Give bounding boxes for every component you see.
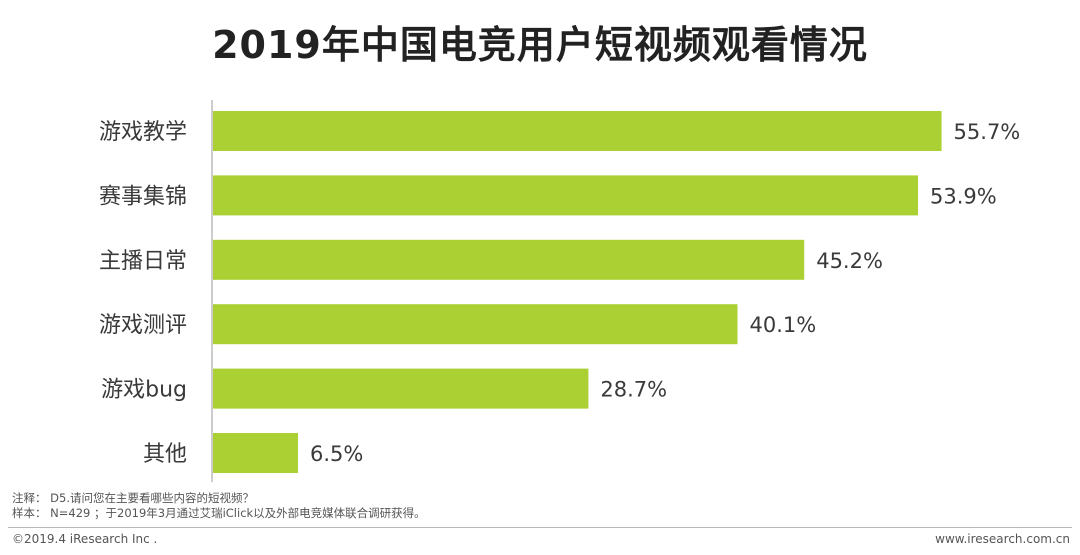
bar-4 — [213, 304, 738, 345]
bar-6 — [213, 433, 299, 473]
category-label-4: 游戏测评 — [99, 313, 187, 338]
bar-2 — [213, 175, 919, 216]
category-label-5: 游戏bug — [101, 378, 187, 403]
bars-group: 游戏教学 55.7% 赛事集锦 53.9% 主播日常 45.2% 游戏测评 40.1% 游戏bu… — [99, 111, 1020, 473]
sample-line: 样本： N=429 ；于2019年3月通过艾瑞iClick以及外部电竞媒体联合调… — [12, 506, 426, 520]
chart-title: 2019年中国电竞用户短视频观看情况 — [212, 23, 868, 67]
category-label-1: 游戏教学 — [99, 120, 187, 145]
value-label-1: 55.7% — [954, 120, 1021, 144]
value-label-3: 45.2% — [816, 249, 883, 273]
category-label-3: 主播日常 — [99, 249, 187, 274]
copyright-text: ©2019.4 iResearch Inc . — [12, 532, 158, 546]
category-label-2: 赛事集锦 — [99, 184, 187, 209]
value-label-5: 28.7% — [600, 378, 667, 402]
note-line: 注释： D5.请问您在主要看哪些内容的短视频？ — [12, 491, 254, 505]
value-label-4: 40.1% — [750, 313, 817, 337]
bar-3 — [213, 239, 805, 280]
bar-5 — [213, 368, 589, 409]
bar-1 — [213, 111, 942, 151]
value-label-6: 6.5% — [310, 442, 363, 466]
footer-divider — [8, 527, 1072, 528]
notes: 注释： D5.请问您在主要看哪些内容的短视频？ 样本： N=429 ；于2019… — [12, 491, 426, 521]
bar-chart: 游戏教学 55.7% 赛事集锦 53.9% 主播日常 45.2% 游戏测评 40.1% 游戏bu… — [99, 100, 1020, 482]
website-link[interactable]: www.iresearch.com.cn — [935, 532, 1070, 546]
category-label-6: 其他 — [143, 442, 187, 467]
value-label-2: 53.9% — [930, 184, 997, 208]
